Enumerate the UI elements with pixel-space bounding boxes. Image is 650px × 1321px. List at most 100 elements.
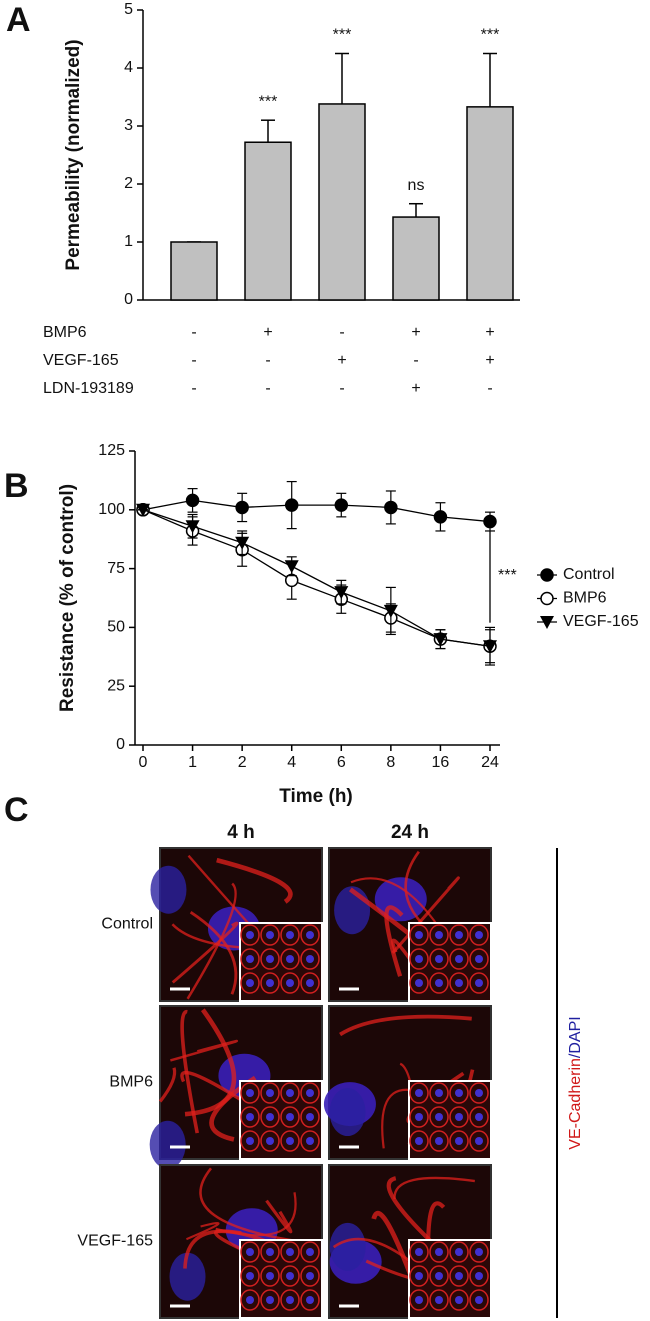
inset-nucleus bbox=[415, 1137, 423, 1145]
condition-sign: - bbox=[191, 324, 196, 341]
junction bbox=[186, 1222, 220, 1241]
significance-label: *** bbox=[259, 93, 278, 110]
x-tick-label: 24 bbox=[481, 754, 499, 771]
y-tick-label: 2 bbox=[124, 175, 133, 192]
legend-label: Control bbox=[563, 566, 615, 583]
inset-cell bbox=[429, 1265, 449, 1287]
inset-nucleus bbox=[475, 1296, 483, 1304]
inset-nucleus bbox=[246, 1089, 254, 1097]
series-line bbox=[142, 499, 491, 523]
inset-cell bbox=[449, 1265, 469, 1287]
inset-cell bbox=[469, 1241, 489, 1263]
inset-nucleus bbox=[475, 1113, 483, 1121]
inset-cell bbox=[260, 1106, 280, 1128]
data-point bbox=[383, 604, 398, 618]
inset-nucleus bbox=[475, 1137, 483, 1145]
inset-nucleus bbox=[415, 1089, 423, 1097]
column-header: 24 h bbox=[391, 822, 429, 843]
junction bbox=[180, 1009, 200, 1134]
inset-nucleus bbox=[286, 1248, 294, 1256]
inset-cell bbox=[240, 1082, 260, 1104]
inset-cell bbox=[240, 972, 260, 994]
inset-cell bbox=[300, 1265, 320, 1287]
inset-nucleus bbox=[306, 1248, 314, 1256]
inset-cell bbox=[469, 1106, 489, 1128]
row-label: Control bbox=[101, 916, 153, 933]
condition-sign: - bbox=[265, 352, 270, 369]
y-tick-label: 25 bbox=[107, 677, 125, 694]
legend-marker bbox=[540, 568, 554, 582]
stain-label: VE-Cadherin/DAPI bbox=[567, 1016, 584, 1149]
inset-cell bbox=[409, 948, 429, 970]
stain-dapi: /DAPI bbox=[567, 1016, 584, 1058]
inset-cell bbox=[280, 972, 300, 994]
inset-nucleus bbox=[455, 979, 463, 987]
inset-cell bbox=[300, 1130, 320, 1152]
inset-nucleus bbox=[435, 955, 443, 963]
inset-cell bbox=[300, 972, 320, 994]
inset-nucleus bbox=[435, 1248, 443, 1256]
inset-nucleus bbox=[455, 1272, 463, 1280]
inset-cell bbox=[300, 1082, 320, 1104]
inset-nucleus bbox=[286, 1137, 294, 1145]
y-tick-label: 5 bbox=[124, 1, 133, 18]
bar bbox=[170, 241, 218, 301]
nucleus bbox=[149, 1120, 186, 1169]
x-tick-label: 8 bbox=[386, 754, 395, 771]
inset-cell bbox=[469, 924, 489, 946]
inset-nucleus bbox=[435, 1272, 443, 1280]
inset-cell bbox=[280, 1106, 300, 1128]
junction bbox=[199, 1167, 316, 1245]
condition-sign: - bbox=[339, 324, 344, 341]
inset-cell bbox=[449, 1241, 469, 1263]
inset-nucleus bbox=[246, 979, 254, 987]
inset-nucleus bbox=[266, 1137, 274, 1145]
inset-cell bbox=[449, 948, 469, 970]
condition-sign: + bbox=[263, 324, 272, 341]
inset-cell bbox=[409, 1106, 429, 1128]
row-label: VEGF-165 bbox=[77, 1233, 153, 1250]
inset-nucleus bbox=[415, 1272, 423, 1280]
inset-nucleus bbox=[266, 931, 274, 939]
inset-nucleus bbox=[266, 1248, 274, 1256]
inset-nucleus bbox=[415, 1296, 423, 1304]
inset-nucleus bbox=[475, 979, 483, 987]
inset-nucleus bbox=[415, 955, 423, 963]
junction bbox=[216, 857, 293, 904]
inset-nucleus bbox=[306, 1296, 314, 1304]
inset-cell bbox=[300, 1289, 320, 1311]
inset-cell bbox=[469, 972, 489, 994]
micrograph bbox=[323, 1005, 492, 1160]
junction bbox=[215, 1192, 297, 1237]
inset-nucleus bbox=[306, 1272, 314, 1280]
inset-nucleus bbox=[306, 1113, 314, 1121]
inset-cell bbox=[449, 972, 469, 994]
inset-nucleus bbox=[286, 979, 294, 987]
inset-nucleus bbox=[246, 1248, 254, 1256]
data-point bbox=[334, 498, 349, 512]
nucleus bbox=[169, 1252, 206, 1301]
inset-nucleus bbox=[286, 1113, 294, 1121]
inset-cell bbox=[409, 1082, 429, 1104]
inset-nucleus bbox=[306, 1137, 314, 1145]
inset-cell bbox=[429, 1241, 449, 1263]
series-line bbox=[142, 509, 491, 647]
inset-cell bbox=[280, 1130, 300, 1152]
inset-cell bbox=[260, 1289, 280, 1311]
inset-cell bbox=[429, 1082, 449, 1104]
inset-nucleus bbox=[246, 955, 254, 963]
inset-nucleus bbox=[435, 1113, 443, 1121]
inset-nucleus bbox=[306, 955, 314, 963]
inset-cell bbox=[469, 948, 489, 970]
micrograph bbox=[328, 847, 492, 1002]
inset-cell bbox=[240, 1130, 260, 1152]
junction bbox=[265, 1199, 293, 1234]
inset-cell bbox=[469, 1265, 489, 1287]
inset-nucleus bbox=[266, 979, 274, 987]
inset-cell bbox=[240, 1106, 260, 1128]
inset-nucleus bbox=[475, 1272, 483, 1280]
junction bbox=[393, 1176, 475, 1200]
series-line bbox=[142, 509, 491, 647]
inset-cell bbox=[280, 948, 300, 970]
